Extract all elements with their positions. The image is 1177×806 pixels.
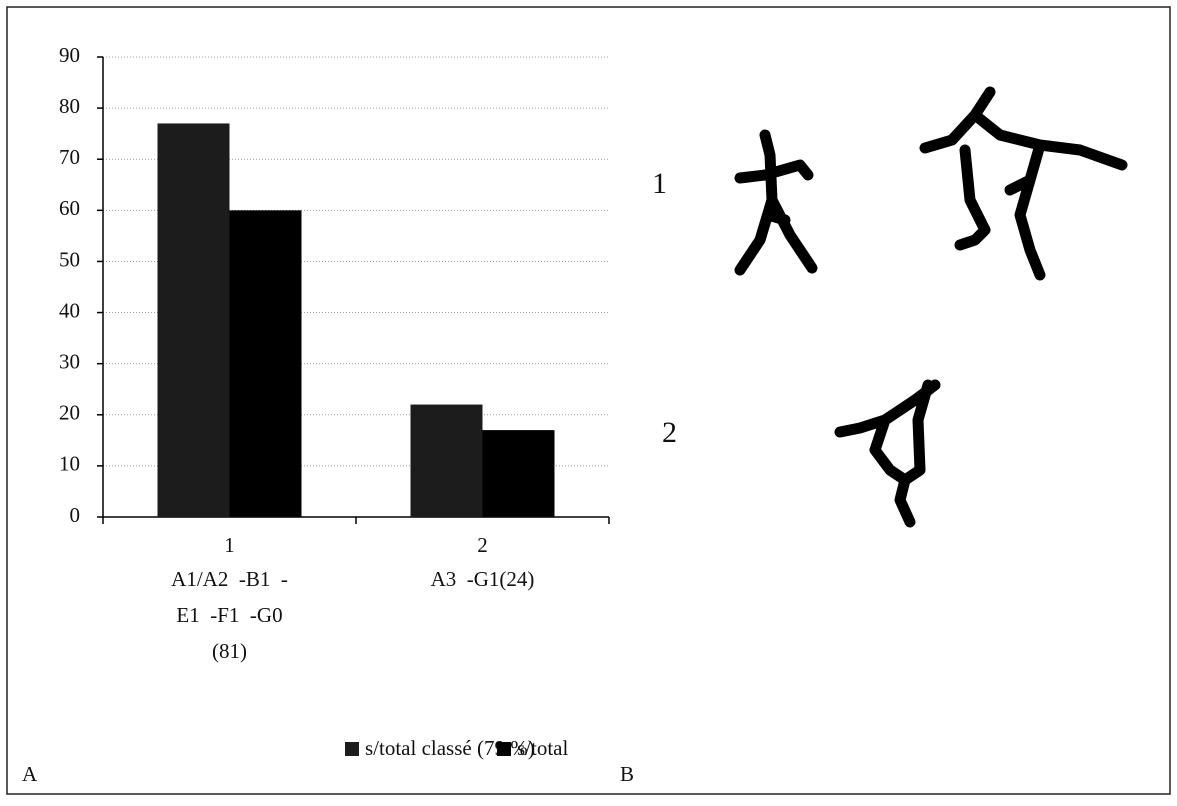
legend-swatch [345,742,359,756]
row-label: 2 [662,416,677,449]
glyph [734,129,818,276]
x-category-text: A1/A2 -B1 - [171,567,288,591]
legend-swatch [497,742,511,756]
bar [482,430,555,517]
y-tick-label: 40 [59,298,80,322]
glyph [919,86,1128,281]
bar [157,123,230,517]
row-label: 1 [652,167,667,200]
panel-label: A [22,762,38,786]
legend-label: s/total [517,736,568,760]
glyphs [734,86,1128,528]
x-tick-label: 2 [477,533,488,557]
glyph [834,379,941,528]
y-tick-label: 70 [59,145,80,169]
y-tick-label: 20 [59,401,80,425]
x-category-text: A3 -G1(24) [431,567,535,591]
y-tick-label: 60 [59,196,80,220]
y-tick-label: 50 [59,247,80,271]
x-category-text: E1 -F1 -G0 [176,603,282,627]
y-tick-label: 80 [59,94,80,118]
x-category-text: (81) [212,639,247,663]
bar [410,404,483,517]
y-tick-label: 30 [59,349,80,373]
panel-label: B [620,762,634,786]
y-tick-label: 90 [59,43,80,67]
y-tick-label: 0 [70,503,81,527]
y-tick-label: 10 [59,452,80,476]
x-tick-label: 1 [224,533,235,557]
bar [229,210,302,518]
